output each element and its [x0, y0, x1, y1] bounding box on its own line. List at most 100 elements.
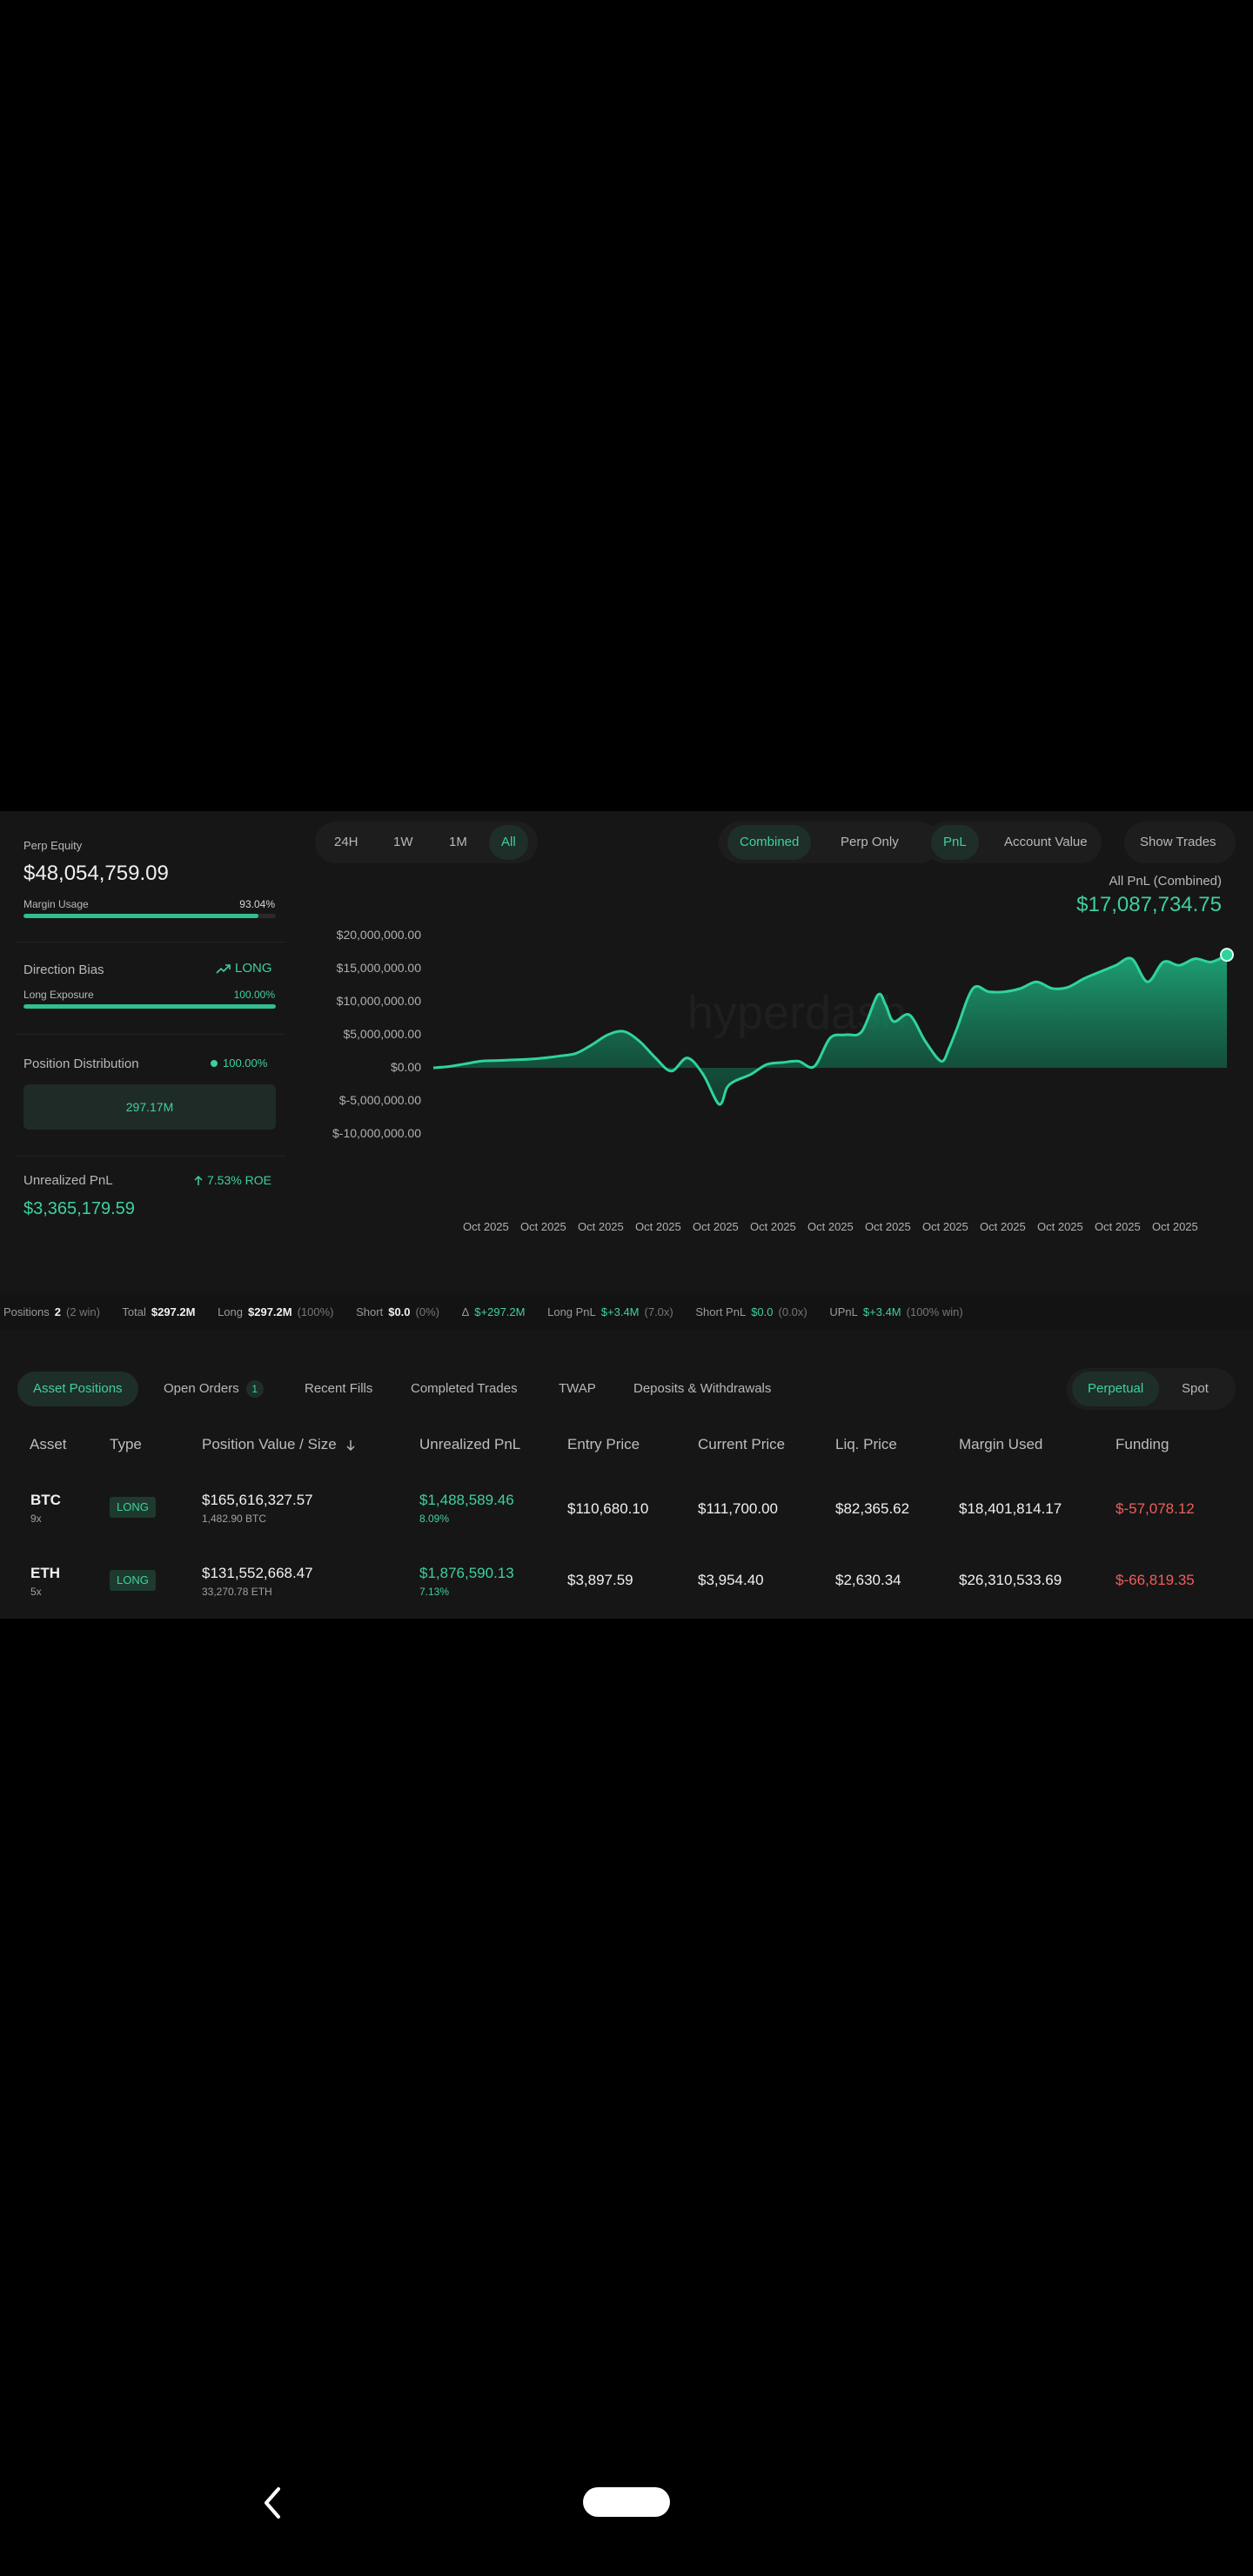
tab-deposits-withdrawals[interactable]: Deposits & Withdrawals [633, 1381, 772, 1396]
distribution-bar[interactable]: 297.17M [23, 1084, 276, 1130]
long-exposure-value: 100.00% [233, 989, 275, 1001]
tab-twap[interactable]: TWAP [559, 1381, 596, 1396]
x-tick-label: Oct 2025 [807, 1220, 854, 1233]
positions-win: (2 win) [65, 1305, 100, 1318]
position-distribution-label: Position Distribution [23, 1057, 139, 1071]
timeframe-all[interactable]: All [489, 825, 528, 860]
back-chevron-icon[interactable] [261, 2485, 284, 2520]
y-tick-label: $0.00 [390, 1060, 421, 1074]
upnl-value: $+3.4M [862, 1305, 901, 1318]
combined-toggle[interactable]: Combined [727, 825, 812, 860]
direction-bias-text: LONG [235, 961, 272, 976]
positions-count: 2 [54, 1305, 61, 1318]
timeframe-24h[interactable]: 24H [334, 835, 358, 849]
timeframe-1m[interactable]: 1M [449, 835, 467, 849]
row-unrealized-pnl: $1,876,590.13 [419, 1565, 514, 1581]
long-exposure-fill [23, 1004, 276, 1009]
header-liq-price[interactable]: Liq. Price [835, 1436, 897, 1452]
tab-asset-positions[interactable]: Asset Positions [17, 1372, 138, 1406]
row-entry-price: $110,680.10 [567, 1500, 649, 1517]
header-unrealized-pnl[interactable]: Unrealized PnL [419, 1436, 521, 1452]
y-tick-label: $10,000,000.00 [336, 994, 421, 1008]
row-liq-price: $2,630.34 [835, 1572, 901, 1588]
timeframe-1w[interactable]: 1W [393, 835, 413, 849]
header-current-price[interactable]: Current Price [698, 1436, 786, 1452]
header-position-value-text: Position Value / Size [202, 1436, 337, 1452]
header-funding[interactable]: Funding [1116, 1436, 1169, 1452]
long-exposure-label: Long Exposure [23, 989, 94, 1001]
row-size: 1,482.90 BTC [202, 1513, 267, 1525]
dashboard-panel: Perp Equity $48,054,759.09 Margin Usage … [0, 811, 1253, 1619]
positions-summary-strip: Positions 2 (2 win) Total $297.2M Long $297.… [0, 1295, 1253, 1330]
header-type[interactable]: Type [110, 1436, 142, 1452]
pnl-line [432, 953, 1228, 1106]
x-tick-label: Oct 2025 [865, 1220, 911, 1233]
divider [16, 1156, 285, 1157]
row-type-badge: LONG [110, 1497, 156, 1518]
last-point-marker [1220, 948, 1234, 963]
arrow-up-icon [194, 1176, 203, 1186]
perp-equity-value: $48,054,759.09 [23, 862, 169, 885]
tab-completed-trades[interactable]: Completed Trades [411, 1381, 518, 1396]
header-position-value[interactable]: Position Value / Size [202, 1436, 356, 1453]
roe-text: 7.53% ROE [207, 1173, 271, 1187]
row-funding: $-57,078.12 [1116, 1500, 1195, 1517]
perp-equity-label: Perp Equity [23, 839, 83, 852]
upnl-win: (100% win) [906, 1305, 963, 1318]
divider [16, 1034, 285, 1035]
y-tick-label: $5,000,000.00 [343, 1027, 421, 1041]
long-pnl-value: $+3.4M [600, 1305, 640, 1318]
positions-label: Positions [3, 1305, 50, 1318]
pnl-area [433, 955, 1227, 1105]
show-trades-button[interactable]: Show Trades [1140, 835, 1216, 849]
spot-toggle[interactable]: Spot [1182, 1381, 1209, 1396]
long-label: Long [218, 1305, 243, 1318]
row-margin-used: $26,310,533.69 [959, 1572, 1062, 1588]
header-margin-used[interactable]: Margin Used [959, 1436, 1043, 1452]
chart-total-value: $17,087,734.75 [1076, 893, 1222, 916]
row-liq-price: $82,365.62 [835, 1500, 910, 1517]
trending-up-icon [216, 964, 231, 974]
row-funding: $-66,819.35 [1116, 1572, 1195, 1588]
long-pct: (100%) [297, 1305, 334, 1318]
short-pct: (0%) [415, 1305, 439, 1318]
tab-open-orders[interactable]: Open Orders 1 [148, 1372, 279, 1406]
home-gesture-pill[interactable] [583, 2487, 670, 2517]
chart-total-label: All PnL (Combined) [1109, 874, 1223, 889]
x-tick-label: Oct 2025 [922, 1220, 968, 1233]
tab-recent-fills[interactable]: Recent Fills [305, 1381, 373, 1396]
position-distribution-value: 100.00% [211, 1057, 267, 1070]
long-pnl-x: (7.0x) [644, 1305, 673, 1318]
x-tick-label: Oct 2025 [463, 1220, 509, 1233]
row-margin-used: $18,401,814.17 [959, 1500, 1062, 1517]
row-type-badge: LONG [110, 1570, 156, 1591]
header-asset[interactable]: Asset [30, 1436, 67, 1452]
row-pnl-pct: 7.13% [419, 1586, 450, 1598]
pnl-toggle[interactable]: PnL [931, 825, 979, 860]
long-pnl-label: Long PnL [547, 1305, 596, 1318]
row-current-price: $3,954.40 [698, 1572, 764, 1588]
direction-bias-value: LONG [216, 961, 272, 976]
unrealized-pnl-label: Unrealized PnL [23, 1173, 113, 1188]
y-tick-label: $-5,000,000.00 [338, 1093, 421, 1107]
header-entry-price[interactable]: Entry Price [567, 1436, 640, 1452]
total-label: Total [122, 1305, 146, 1318]
open-orders-count-badge: 1 [245, 1380, 264, 1398]
account-summary: Perp Equity $48,054,759.09 Margin Usage … [0, 811, 299, 1264]
show-trades-group [1124, 822, 1236, 863]
short-pnl-x: (0.0x) [778, 1305, 807, 1318]
divider [16, 942, 285, 943]
tab-open-orders-label: Open Orders [164, 1381, 239, 1396]
short-label: Short [356, 1305, 384, 1318]
upnl-label: UPnL [829, 1305, 858, 1318]
sort-down-icon [346, 1439, 355, 1451]
margin-usage-fill [23, 914, 258, 918]
long-exposure-bar [23, 1004, 276, 1009]
row-leverage: 5x [30, 1586, 42, 1598]
pnl-chart[interactable]: hyperdash [432, 929, 1237, 1140]
account-value-toggle[interactable]: Account Value [1004, 835, 1088, 849]
perpetual-toggle[interactable]: Perpetual [1072, 1372, 1160, 1406]
perp-only-toggle[interactable]: Perp Only [841, 835, 899, 849]
short-pnl-label: Short PnL [695, 1305, 747, 1318]
long-value: $297.2M [248, 1305, 292, 1318]
